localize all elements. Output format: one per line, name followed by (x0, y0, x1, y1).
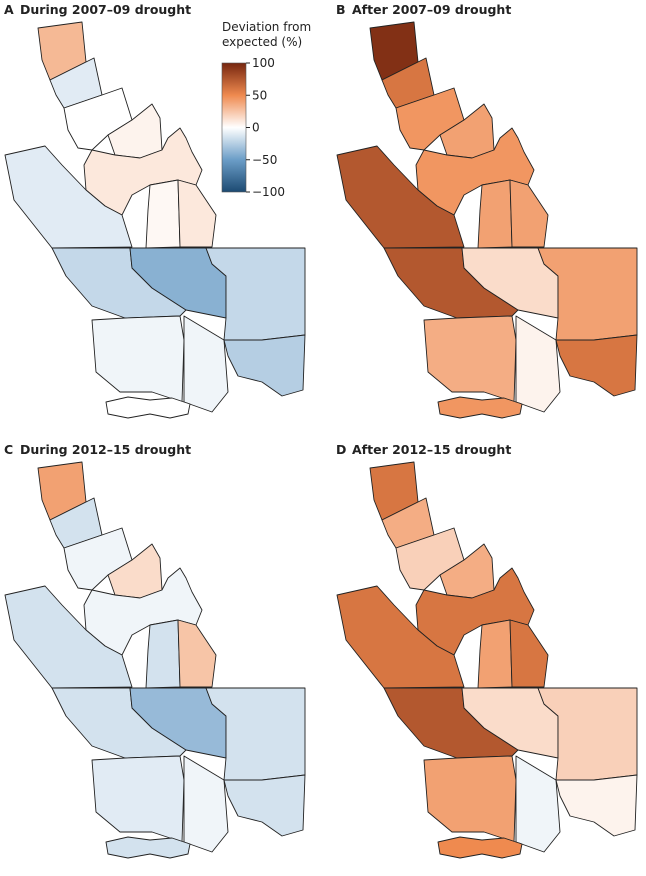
map-panel: A During 2007–09 drought (4, 2, 306, 419)
region (183, 755, 229, 853)
region (4, 585, 133, 689)
panel-letter: D (336, 442, 346, 457)
panel-title: During 2007–09 drought (20, 2, 191, 17)
panel-title: After 2007–09 drought (352, 2, 511, 17)
region (336, 585, 465, 689)
region (223, 334, 306, 397)
panel-letter: C (4, 442, 13, 457)
region (177, 179, 217, 248)
map-panel: C During 2012–15 drought (4, 442, 306, 859)
color-bar (221, 62, 247, 193)
region (177, 619, 217, 688)
region (509, 179, 549, 248)
region (336, 145, 465, 249)
region (515, 315, 561, 413)
region (423, 315, 517, 403)
legend-tick-label: 0 (252, 121, 260, 135)
region (223, 774, 306, 837)
region (145, 179, 181, 249)
region (477, 179, 513, 249)
region (183, 315, 229, 413)
panel-letter: A (4, 2, 14, 17)
region (437, 396, 523, 419)
panel-title: During 2012–15 drought (20, 442, 191, 457)
region (509, 619, 549, 688)
region (145, 619, 181, 689)
legend-tick-label: −100 (252, 185, 285, 199)
map-panel: D After 2012–15 drought (336, 442, 638, 859)
region (515, 755, 561, 853)
region (4, 145, 133, 249)
region (105, 396, 191, 419)
region (105, 836, 191, 859)
legend-tick-label: 100 (252, 56, 275, 70)
map-panel: B After 2007–09 drought (336, 2, 638, 419)
legend-tick-label: 50 (252, 88, 267, 102)
legend-tick-label: −50 (252, 153, 277, 167)
legend-title: Deviation from expected (%) (222, 20, 312, 49)
region (423, 755, 517, 843)
region (91, 755, 185, 843)
panel-title: After 2012–15 drought (352, 442, 511, 457)
panel-letter: B (336, 2, 346, 17)
region (477, 619, 513, 689)
region (91, 315, 185, 403)
region (555, 774, 638, 837)
region (437, 836, 523, 859)
region (555, 334, 638, 397)
